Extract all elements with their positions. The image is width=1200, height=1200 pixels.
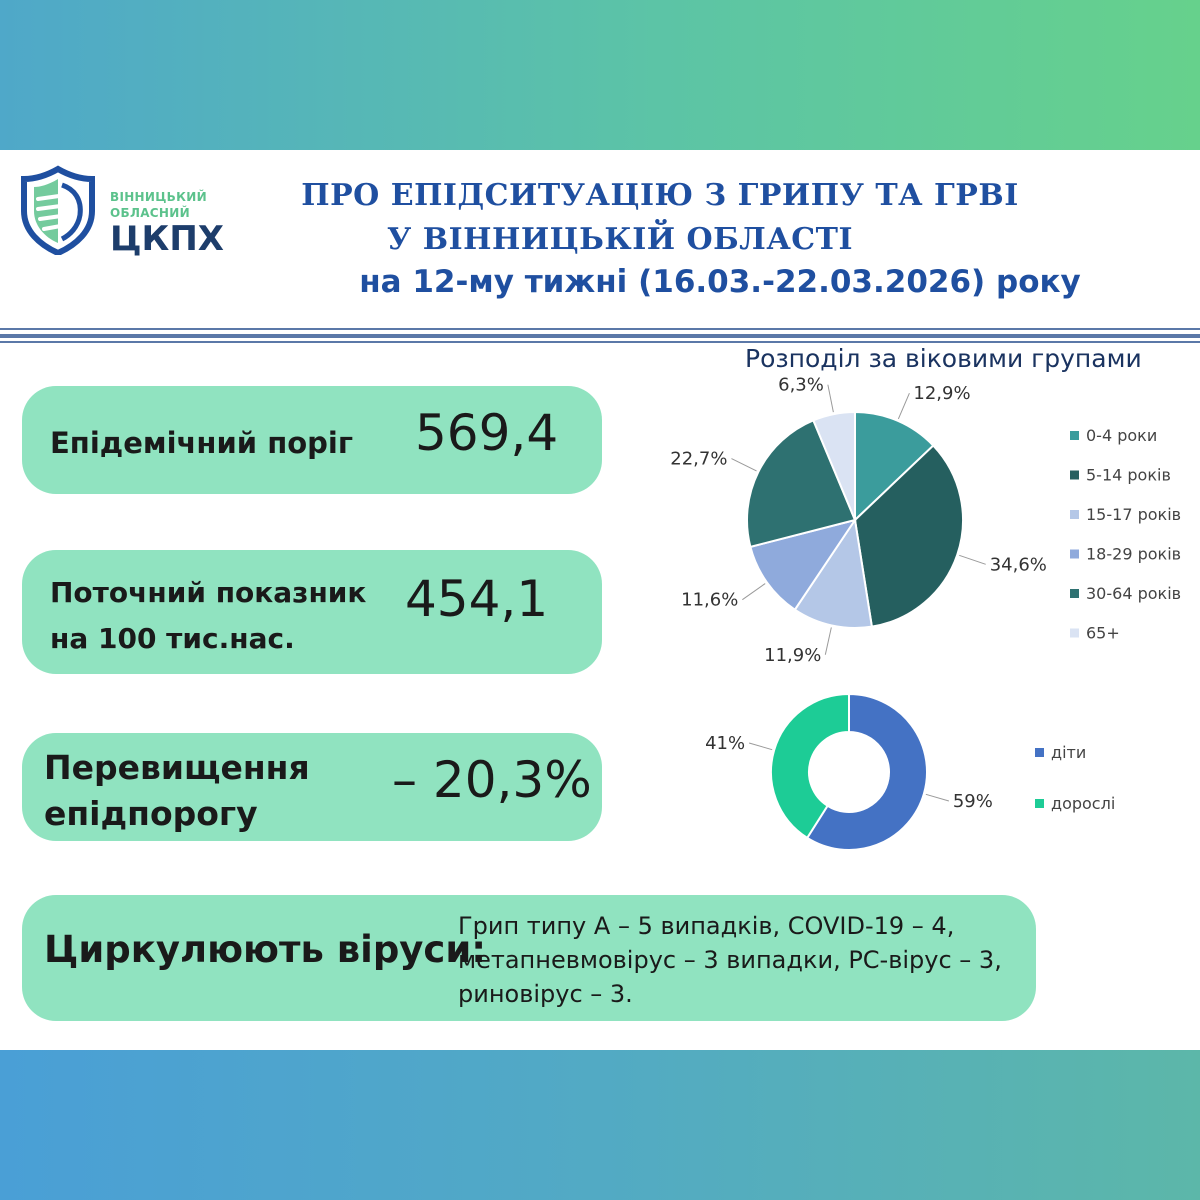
excess-label: Перевищення епідпорогу bbox=[44, 745, 310, 837]
excess-label-line2: епідпорогу bbox=[44, 794, 258, 833]
data-label-0-4-роки: 12,9% bbox=[913, 383, 970, 404]
excess-card: Перевищення епідпорогу – 20,3% bbox=[22, 733, 602, 841]
pie-slice-65+ bbox=[812, 410, 856, 521]
page-title-line3: на 12-му тижні (16.03.-22.03.2026) року bbox=[359, 264, 1081, 300]
data-label-15-17-років: 11,9% bbox=[764, 645, 821, 666]
age-pie-chart bbox=[746, 410, 964, 629]
shield-logo-icon bbox=[21, 165, 95, 255]
legend-item-65+: 65+ bbox=[1086, 624, 1120, 643]
viruses-card: Циркулюють віруси: Грип типу А – 5 випад… bbox=[22, 895, 1036, 1021]
top-gradient-band bbox=[0, 0, 1200, 150]
donut-labels: 59% 41% bbox=[705, 733, 993, 812]
adults-children-donut-chart bbox=[770, 692, 928, 851]
divider-line bbox=[0, 334, 1200, 338]
excess-label-line1: Перевищення bbox=[44, 748, 310, 787]
current-rate-label-line2: на 100 тис.нас. bbox=[50, 622, 295, 655]
age-chart-title: Розподіл за віковими групами bbox=[745, 344, 1142, 373]
current-rate-label: Поточний показник на 100 тис.нас. bbox=[50, 570, 366, 662]
legend-swatch bbox=[1070, 549, 1079, 559]
data-label-діти: 59% bbox=[953, 791, 993, 812]
divider-line bbox=[0, 328, 1200, 330]
age-pie-labels: 12,9% 34,6% 11,9% 11,6% 22,7% 6,3% bbox=[670, 375, 1047, 666]
current-rate-label-line1: Поточний показник bbox=[50, 576, 367, 609]
legend-item-5-14-років: 5-14 років bbox=[1086, 466, 1171, 485]
logo-text-line1: ВІННИЦЬКИЙ bbox=[110, 190, 207, 204]
threshold-card: Епідемічний поріг 569,4 bbox=[22, 386, 602, 494]
legend-item-дорослі: дорослі bbox=[1051, 794, 1115, 813]
current-rate-card: Поточний показник на 100 тис.нас. 454,1 bbox=[22, 550, 602, 674]
legend-item-0-4-роки: 0-4 роки bbox=[1086, 426, 1157, 445]
legend-swatch bbox=[1070, 510, 1079, 519]
data-label-5-14-років: 34,6% bbox=[990, 554, 1047, 575]
data-label-дорослі: 41% bbox=[705, 733, 745, 754]
leader-line bbox=[959, 554, 986, 565]
pie-slice-5-14-років bbox=[853, 444, 964, 628]
bottom-gradient-band bbox=[0, 1050, 1200, 1200]
excess-value: – 20,3% bbox=[392, 751, 592, 809]
age-pie-legend: 0-4 роки 5-14 років 15-17 років 18-29 років… bbox=[1070, 426, 1181, 643]
page-title-line2: У ВІННИЦЬКІЙ ОБЛАСТІ bbox=[386, 222, 854, 257]
legend-swatch bbox=[1070, 431, 1079, 440]
legend-swatch bbox=[1070, 589, 1079, 598]
pie-slice-15-17-років bbox=[793, 517, 874, 629]
leader-line bbox=[897, 392, 910, 420]
leader-line bbox=[925, 793, 950, 802]
threshold-value: 569,4 bbox=[415, 404, 559, 462]
data-label-18-29-років: 11,6% bbox=[681, 590, 738, 611]
legend-swatch bbox=[1070, 470, 1079, 480]
viruses-text: Грип типу А – 5 випадків, COVID-19 – 4, … bbox=[458, 912, 1002, 1008]
leader-line bbox=[742, 583, 766, 601]
leader-line bbox=[827, 384, 834, 413]
logo-text-line2: ОБЛАСНИЙ bbox=[110, 206, 190, 220]
divider-line bbox=[0, 341, 1200, 343]
logo-name: ЦКПХ bbox=[110, 219, 225, 259]
legend-swatch bbox=[1035, 748, 1044, 757]
viruses-label: Циркулюють віруси: bbox=[44, 928, 487, 971]
leader-line bbox=[748, 742, 773, 751]
page-title-line1: ПРО ЕПІДСИТУАЦІЮ З ГРИПУ ТА ГРВІ bbox=[301, 178, 1019, 213]
leader-line bbox=[731, 458, 757, 472]
legend-item-18-29-років: 18-29 років bbox=[1086, 545, 1181, 564]
pie-slice-18-29-років bbox=[749, 518, 858, 612]
data-label-30-64-років: 22,7% bbox=[670, 449, 727, 470]
logo: ВІННИЦЬКИЙ ОБЛАСНИЙ ЦКПХ bbox=[20, 165, 230, 259]
pie-slice-30-64-років bbox=[746, 419, 857, 549]
legend-item-15-17-років: 15-17 років bbox=[1086, 505, 1181, 524]
legend-swatch bbox=[1070, 628, 1079, 638]
legend-item-діти: діти bbox=[1051, 743, 1086, 762]
pie-slice-дорослі bbox=[770, 692, 850, 840]
pie-slice-діти bbox=[805, 692, 928, 851]
legend-swatch bbox=[1035, 799, 1044, 808]
leader-line bbox=[824, 627, 832, 655]
infographic-panel: ВІННИЦЬКИЙ ОБЛАСНИЙ ЦКПХ ПРО ЕПІДСИТУАЦІ… bbox=[0, 150, 1200, 1050]
legend-item-30-64-років: 30-64 років bbox=[1086, 584, 1181, 603]
data-label-65+: 6,3% bbox=[778, 375, 824, 396]
threshold-label: Епідемічний поріг bbox=[50, 426, 354, 460]
pie-slice-0-4-роки bbox=[854, 410, 935, 523]
current-rate-value: 454,1 bbox=[405, 570, 549, 628]
charts-area: Розподіл за віковими групами 12,9%34,6%1… bbox=[670, 344, 1181, 851]
donut-legend: діти дорослі bbox=[1035, 743, 1115, 813]
